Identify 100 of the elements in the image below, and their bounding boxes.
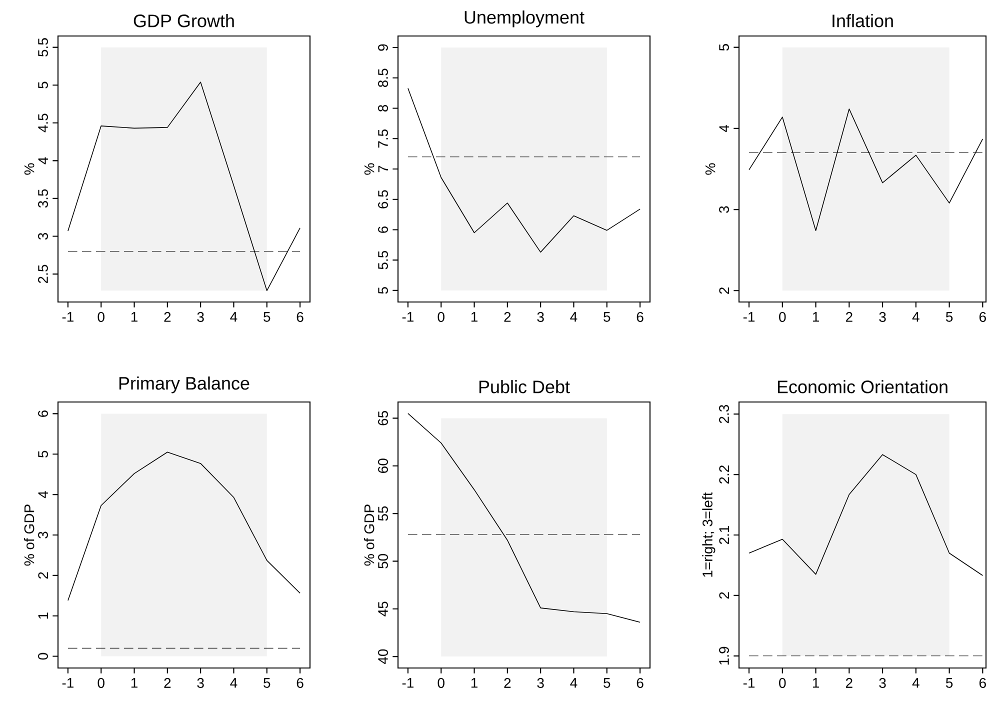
x-tick-label: 3 bbox=[879, 312, 886, 322]
x-tick-label: 5 bbox=[264, 312, 270, 322]
x-tick-label: 3 bbox=[537, 678, 544, 688]
y-tick-label: 6 bbox=[38, 410, 48, 417]
y-tick-label: 3 bbox=[38, 532, 48, 538]
x-tick-label: 0 bbox=[98, 678, 104, 688]
x-tick-label: 6 bbox=[296, 312, 304, 322]
y-tick-label: 3 bbox=[38, 232, 48, 240]
x-tick-label: 2 bbox=[164, 312, 171, 322]
line-series bbox=[748, 108, 984, 232]
x-tick-label: 4 bbox=[570, 678, 578, 688]
y-tick-label: 0 bbox=[38, 652, 48, 660]
y-tick-label: 1.9 bbox=[719, 646, 729, 665]
y-tick-label: 2.3 bbox=[719, 404, 729, 424]
x-tick-label: -1 bbox=[402, 312, 414, 322]
chart-title: Primary Balance bbox=[119, 376, 250, 394]
x-tick-label: 2 bbox=[846, 678, 852, 688]
y-tick-label: 4 bbox=[719, 124, 729, 132]
x-tick-label: -1 bbox=[62, 312, 74, 322]
x-tick-label: 0 bbox=[98, 312, 104, 322]
chart-title: Unemployment bbox=[464, 10, 584, 28]
chart-title: Inflation bbox=[832, 14, 893, 28]
line-series bbox=[408, 413, 640, 623]
x-tick-label: 1 bbox=[812, 312, 819, 322]
x-tick-label: 6 bbox=[979, 678, 986, 688]
y-tick-label: 5 bbox=[38, 450, 48, 458]
x-tick-label: 5 bbox=[604, 678, 610, 688]
x-tick-label: 2 bbox=[504, 678, 511, 688]
x-tick-label: -1 bbox=[743, 678, 755, 688]
y-tick-label: 6.5 bbox=[378, 190, 388, 208]
y-tick-label: 55 bbox=[378, 506, 388, 521]
line-series bbox=[748, 454, 984, 576]
y-tick-label: 8 bbox=[378, 104, 388, 112]
x-tick-label: 0 bbox=[438, 678, 444, 688]
x-tick-label: 4 bbox=[912, 678, 920, 688]
x-tick-label: 6 bbox=[636, 678, 644, 688]
x-tick-label: 2 bbox=[846, 312, 852, 322]
x-tick-label: 1 bbox=[471, 678, 478, 688]
y-tick-label: 1 bbox=[38, 612, 48, 619]
y-tick-label: 2 bbox=[719, 592, 729, 599]
y-tick-label: 40 bbox=[378, 649, 388, 664]
x-tick-label: 4 bbox=[912, 312, 920, 322]
y-tick-label: 5 bbox=[719, 44, 729, 51]
y-tick-label: 4.5 bbox=[38, 114, 48, 132]
y-tick-label: 6 bbox=[378, 226, 388, 233]
x-tick-label: -1 bbox=[743, 312, 755, 322]
line-series bbox=[68, 452, 300, 601]
x-tick-label: 2 bbox=[504, 312, 511, 322]
chart-title: Economic Orientation bbox=[778, 380, 948, 394]
x-tick-label: 5 bbox=[946, 312, 953, 322]
y-tick-label: 45 bbox=[378, 602, 388, 616]
y-axis-title: 1=right; 3=left bbox=[702, 492, 716, 577]
y-tick-label: 3.5 bbox=[38, 189, 48, 208]
y-tick-label: 4 bbox=[38, 491, 48, 498]
y-tick-label: 2.2 bbox=[719, 466, 729, 484]
y-tick-label: 7.5 bbox=[378, 129, 388, 148]
y-tick-label: 7 bbox=[378, 166, 388, 172]
x-tick-label: 4 bbox=[230, 312, 238, 322]
y-tick-label: 5.5 bbox=[38, 38, 48, 56]
y-tick-label: 60 bbox=[378, 458, 388, 473]
y-axis-title: % of GDP bbox=[364, 504, 374, 566]
y-tick-label: 5.5 bbox=[378, 250, 388, 270]
y-tick-label: 5 bbox=[378, 287, 388, 294]
y-tick-label: 2 bbox=[38, 572, 48, 579]
x-tick-label: 3 bbox=[197, 678, 204, 688]
x-tick-label: 3 bbox=[879, 678, 886, 688]
y-tick-label: 2.5 bbox=[38, 264, 48, 284]
y-axis-title: % bbox=[705, 163, 716, 175]
x-tick-label: 1 bbox=[131, 678, 138, 688]
y-axis-title: % bbox=[24, 163, 34, 175]
x-tick-label: 6 bbox=[296, 678, 304, 688]
x-tick-label: 1 bbox=[812, 678, 819, 688]
x-tick-label: 1 bbox=[131, 312, 138, 322]
y-tick-label: 8.5 bbox=[378, 68, 388, 88]
y-tick-label: 2.1 bbox=[719, 526, 729, 544]
line-series bbox=[68, 82, 300, 292]
x-tick-label: 6 bbox=[979, 312, 986, 322]
y-tick-label: 65 bbox=[378, 411, 388, 426]
x-tick-label: 5 bbox=[946, 678, 953, 688]
y-tick-label: 5 bbox=[38, 82, 48, 88]
chart-title: GDP Growth bbox=[134, 14, 234, 28]
chart-title: Public Debt bbox=[479, 380, 570, 394]
y-tick-label: 50 bbox=[378, 554, 388, 568]
y-tick-label: 4 bbox=[38, 157, 48, 164]
x-tick-label: -1 bbox=[402, 678, 414, 688]
line-series bbox=[408, 88, 640, 253]
y-tick-label: 9 bbox=[378, 44, 388, 51]
x-tick-label: 6 bbox=[636, 312, 644, 322]
x-tick-label: 4 bbox=[570, 312, 578, 322]
x-tick-label: 0 bbox=[779, 678, 786, 688]
x-tick-label: -1 bbox=[62, 678, 74, 688]
x-tick-label: 3 bbox=[537, 312, 544, 322]
x-tick-label: 0 bbox=[438, 312, 444, 322]
x-tick-label: 2 bbox=[164, 678, 171, 688]
x-tick-label: 1 bbox=[471, 312, 478, 322]
x-tick-label: 4 bbox=[230, 678, 238, 688]
y-axis-title: % of GDP bbox=[24, 504, 34, 566]
y-tick-label: 3 bbox=[719, 206, 729, 213]
x-tick-label: 3 bbox=[197, 312, 204, 322]
x-tick-label: 0 bbox=[779, 312, 786, 322]
